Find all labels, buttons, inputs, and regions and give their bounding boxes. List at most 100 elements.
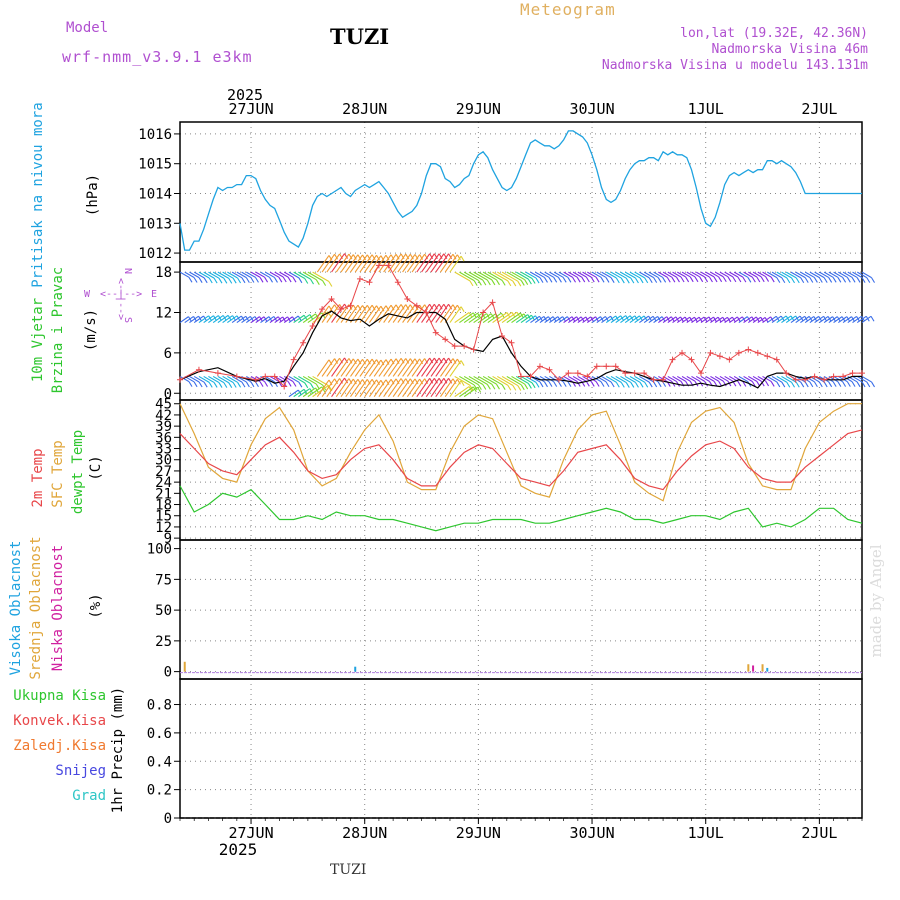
wind-barb [444, 254, 458, 273]
wind-barb-flag [572, 276, 576, 283]
wind-barb-flag [385, 379, 390, 386]
wind-barb-flag [304, 278, 309, 284]
wind-barb-flag [282, 276, 287, 283]
wind-barb [321, 253, 336, 273]
footer-station: TUZI [330, 862, 367, 878]
wind-barb [198, 315, 209, 324]
wind-barb-flag [737, 276, 742, 283]
wind-barb-flag [765, 276, 770, 282]
wind-barb-flag [634, 382, 639, 388]
wind-gust-marker [593, 363, 600, 370]
wind-barb [833, 375, 843, 383]
wind-barb-flag [376, 305, 380, 311]
wind-barb-flag [512, 280, 517, 287]
wind-label-1: 10m Vjetar [30, 298, 46, 382]
wind-barb [463, 375, 479, 386]
wind-barb-flag [595, 381, 600, 387]
cloud-panel: 0 25 50 75 100 [147, 539, 863, 681]
wind-barb-flag [218, 382, 223, 388]
wind-barb [463, 271, 479, 281]
wind-barb-flag [548, 381, 553, 387]
wind-barb [577, 375, 587, 382]
wind-barb [591, 271, 602, 278]
wind-barb-flag [193, 277, 198, 283]
wind-barb [738, 271, 749, 278]
wind-barb [231, 315, 242, 324]
wind-barb [302, 387, 316, 398]
wind-barb [610, 375, 622, 383]
wind-barb [473, 313, 487, 324]
wind-barb-flag [600, 277, 605, 283]
wind-barb [246, 271, 256, 278]
wind-barb [454, 312, 470, 324]
wind-barb-flag [452, 304, 457, 311]
wind-barb-flag [527, 278, 532, 285]
wind-barb [785, 271, 797, 279]
wind-barb-flag [456, 378, 461, 385]
wind-barb [269, 271, 280, 278]
wind-gust-marker [641, 370, 648, 377]
wind-barb-flag [644, 277, 649, 284]
wind-gust-marker [518, 373, 524, 380]
wind-barb [648, 315, 658, 324]
wind-barb [264, 375, 275, 383]
wind-barb-flag [512, 385, 517, 391]
wind-barb-flag [704, 276, 709, 283]
wind-barb-flag [590, 381, 595, 387]
bottom-day-label: 28JUN [342, 824, 387, 842]
temp-ytick-label: 42 [155, 408, 172, 424]
wind-barb-flag [452, 358, 457, 364]
wind-barb-flag [292, 381, 297, 387]
wind-barb-flag [846, 277, 851, 283]
wind-gust-line [179, 264, 862, 388]
wind-barb [800, 271, 811, 278]
wind-barb [501, 311, 518, 324]
wind-barb-flag [433, 357, 438, 364]
wind-gust-marker [470, 346, 477, 353]
wind-barb [307, 375, 323, 386]
wind-barb [653, 271, 663, 278]
wind-barb [743, 375, 753, 382]
wind-barb-flag [380, 359, 385, 366]
wind-gust-marker [404, 296, 411, 303]
wind-barb-flag [553, 381, 558, 387]
wind-ytick-label: 6 [164, 346, 172, 362]
wind-barb [615, 375, 627, 384]
wind-gust-marker [660, 376, 667, 383]
wind-barb [714, 316, 724, 324]
wind-barb [435, 377, 450, 397]
wind-barb [222, 271, 234, 279]
wind-ytick-label: 12 [155, 305, 172, 321]
wind-barb [719, 375, 729, 382]
wind-barb-flag [694, 276, 699, 283]
wind-barb [354, 254, 368, 273]
wind-barb [776, 315, 787, 324]
wind-barb [217, 375, 230, 384]
wind-barb-flag [198, 381, 203, 388]
wind-gust-marker [300, 339, 307, 346]
wind-barb [421, 377, 435, 397]
wind-barb [620, 315, 631, 324]
wind-barb-flag [315, 383, 320, 390]
wind-barb [416, 357, 431, 377]
wind-barb [710, 375, 719, 382]
wind-barb [335, 358, 350, 377]
wind-barb-flag [376, 254, 380, 261]
wind-barb [402, 358, 416, 377]
wind-barb [241, 315, 251, 324]
wind-barb-flag [856, 381, 861, 388]
wind-barb [714, 271, 724, 278]
compass-s: S [122, 317, 133, 323]
wind-barb-flag [581, 276, 586, 283]
wind-barb [331, 253, 345, 273]
wind-barb-flag [438, 303, 443, 310]
precip-ytick-label: 0.6 [147, 726, 172, 742]
wind-barb [790, 271, 802, 279]
wind-barb [279, 271, 289, 278]
wind-barb [833, 316, 843, 324]
wind-barb [331, 377, 345, 397]
wind-barb [677, 271, 686, 278]
wind-barb [402, 254, 416, 273]
wind-barb [667, 375, 677, 382]
wind-barb [615, 271, 627, 279]
